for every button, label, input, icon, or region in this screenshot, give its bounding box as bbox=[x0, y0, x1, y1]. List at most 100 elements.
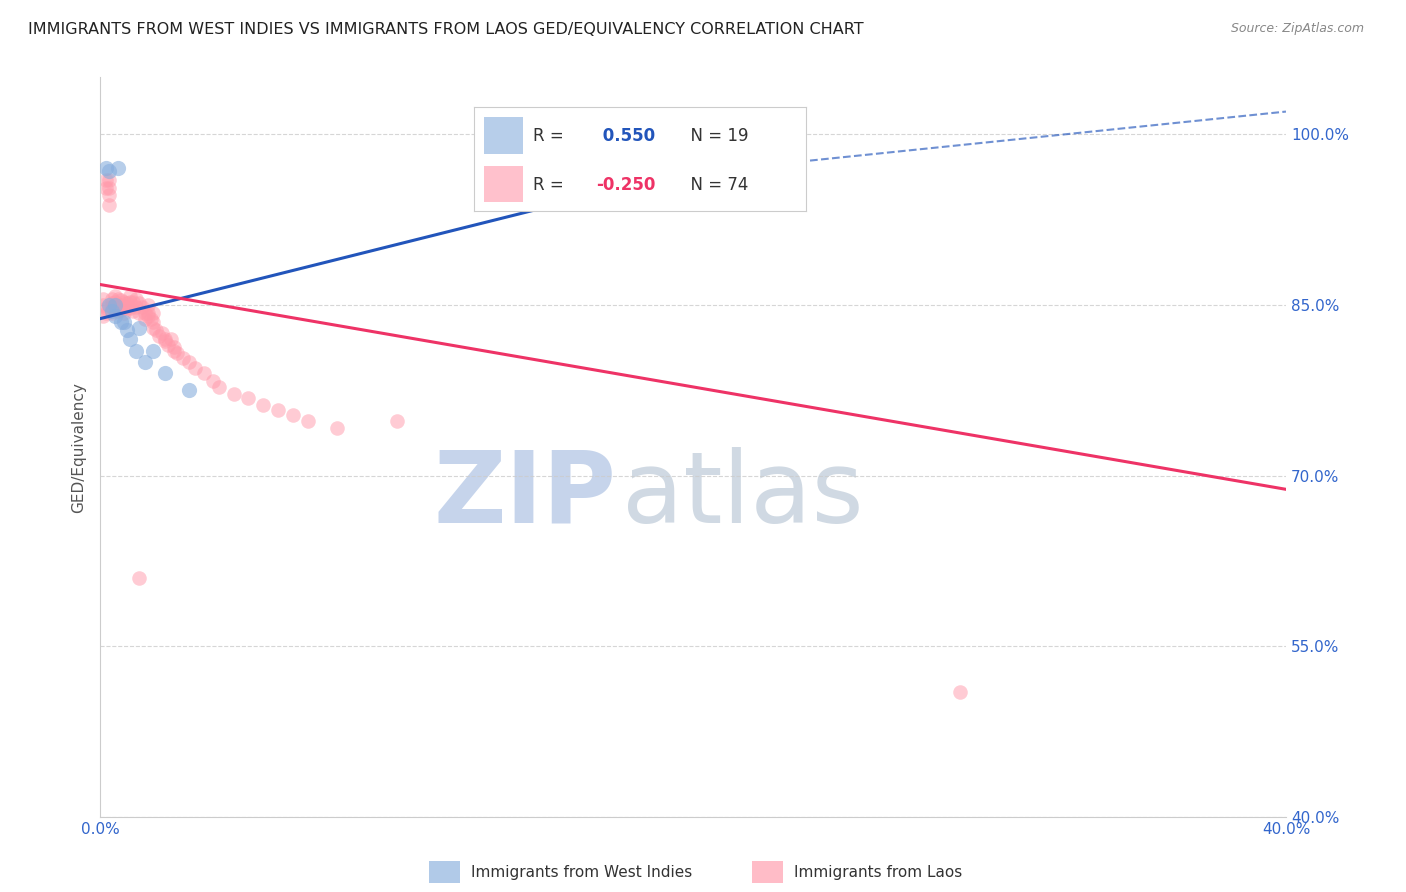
Point bbox=[326, 421, 349, 435]
Point bbox=[91, 298, 114, 312]
Point bbox=[104, 294, 127, 309]
Point bbox=[125, 293, 148, 307]
Point bbox=[252, 398, 274, 412]
Point bbox=[297, 414, 319, 428]
Point bbox=[121, 294, 143, 309]
Point bbox=[118, 294, 141, 309]
Point bbox=[107, 161, 129, 176]
Point bbox=[110, 302, 132, 317]
Point bbox=[98, 181, 121, 195]
Point bbox=[193, 366, 215, 380]
Point bbox=[166, 345, 188, 359]
Point bbox=[128, 306, 150, 320]
Point bbox=[163, 340, 186, 354]
Point bbox=[136, 306, 159, 320]
Point bbox=[267, 402, 290, 417]
Point bbox=[142, 306, 165, 320]
Point bbox=[112, 315, 135, 329]
Text: atlas: atlas bbox=[621, 447, 863, 544]
Point bbox=[949, 685, 972, 699]
Point bbox=[155, 334, 177, 349]
Point bbox=[134, 306, 156, 320]
Point bbox=[238, 392, 260, 406]
Point bbox=[94, 301, 117, 316]
Point bbox=[101, 300, 124, 314]
Text: Immigrants from West Indies: Immigrants from West Indies bbox=[471, 865, 692, 880]
Point bbox=[104, 298, 127, 312]
Point bbox=[107, 303, 129, 318]
Point bbox=[134, 355, 156, 369]
Point bbox=[118, 332, 141, 346]
Point bbox=[172, 351, 194, 366]
Point bbox=[148, 328, 170, 343]
Point bbox=[110, 293, 132, 308]
Point bbox=[91, 293, 114, 307]
Text: Immigrants from Laos: Immigrants from Laos bbox=[794, 865, 963, 880]
Point bbox=[110, 298, 132, 312]
Point bbox=[98, 198, 121, 212]
Point bbox=[125, 300, 148, 314]
Point bbox=[107, 298, 129, 312]
Text: ZIP: ZIP bbox=[433, 447, 616, 544]
Point bbox=[128, 320, 150, 334]
Point bbox=[208, 380, 231, 394]
Point bbox=[145, 323, 167, 337]
Point bbox=[128, 571, 150, 585]
Point bbox=[160, 332, 183, 346]
Point bbox=[142, 343, 165, 358]
Point bbox=[136, 298, 159, 312]
Point bbox=[150, 326, 173, 341]
Point bbox=[222, 386, 245, 401]
Point bbox=[142, 320, 165, 334]
Point bbox=[118, 289, 141, 303]
Point bbox=[157, 338, 180, 352]
Point bbox=[112, 300, 135, 314]
Text: IMMIGRANTS FROM WEST INDIES VS IMMIGRANTS FROM LAOS GED/EQUIVALENCY CORRELATION : IMMIGRANTS FROM WEST INDIES VS IMMIGRANT… bbox=[28, 22, 863, 37]
Point bbox=[101, 293, 124, 307]
Point bbox=[112, 306, 135, 320]
Point bbox=[94, 181, 117, 195]
Point bbox=[104, 300, 127, 314]
Point bbox=[104, 289, 127, 303]
Point bbox=[112, 294, 135, 309]
Point bbox=[98, 187, 121, 202]
Point bbox=[98, 298, 121, 312]
Point bbox=[136, 310, 159, 324]
Point bbox=[115, 323, 138, 337]
Point bbox=[177, 384, 200, 398]
Point bbox=[115, 295, 138, 310]
Point bbox=[104, 310, 127, 324]
Point bbox=[385, 414, 408, 428]
Point bbox=[155, 332, 177, 346]
Point bbox=[98, 173, 121, 187]
Point bbox=[101, 306, 124, 320]
Point bbox=[118, 301, 141, 316]
Point bbox=[134, 311, 156, 326]
Point bbox=[163, 343, 186, 358]
Point bbox=[128, 295, 150, 310]
Point bbox=[281, 409, 304, 423]
Point bbox=[98, 163, 121, 178]
Point bbox=[155, 366, 177, 380]
Point bbox=[94, 173, 117, 187]
Point bbox=[110, 315, 132, 329]
Point bbox=[121, 303, 143, 318]
Point bbox=[177, 355, 200, 369]
Point bbox=[139, 311, 162, 326]
Point bbox=[131, 300, 153, 314]
Text: Source: ZipAtlas.com: Source: ZipAtlas.com bbox=[1230, 22, 1364, 36]
Point bbox=[184, 360, 207, 375]
Point bbox=[115, 301, 138, 316]
Point bbox=[142, 315, 165, 329]
Point bbox=[125, 343, 148, 358]
Point bbox=[201, 374, 224, 388]
Point bbox=[94, 306, 117, 320]
Point bbox=[658, 178, 681, 193]
Point bbox=[101, 295, 124, 310]
Point bbox=[91, 310, 114, 324]
Point bbox=[94, 161, 117, 176]
Y-axis label: GED/Equivalency: GED/Equivalency bbox=[72, 382, 86, 513]
Point bbox=[101, 303, 124, 318]
Point bbox=[107, 293, 129, 307]
Point bbox=[607, 175, 630, 189]
